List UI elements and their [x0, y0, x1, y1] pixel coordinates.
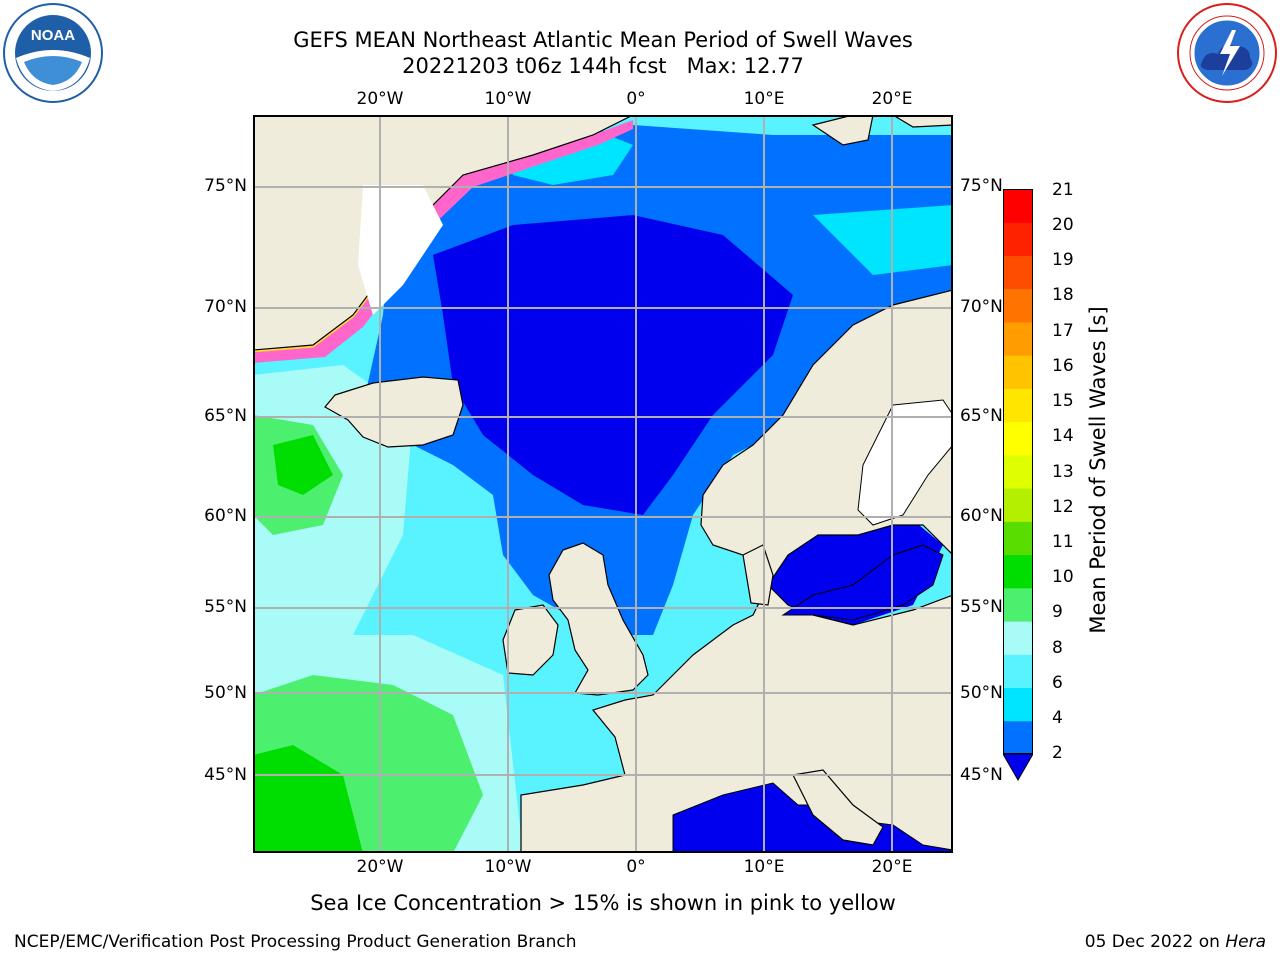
- lat-label-right-75n: 75°N: [960, 176, 1003, 196]
- colorbar-tick-20: 20: [1052, 215, 1074, 235]
- lat-label-right-55n: 55°N: [960, 597, 1003, 617]
- colorbar: [1003, 189, 1033, 782]
- noaa-logo: NOAA: [3, 3, 103, 103]
- ocean-cyan-barents: [813, 205, 953, 275]
- colorbar-segment: [1003, 454, 1033, 489]
- footer-machine: Hera: [1225, 932, 1266, 952]
- colorbar-tick-21: 21: [1052, 180, 1074, 200]
- colorbar-tick-11: 11: [1052, 532, 1074, 552]
- colorbar-tick-4: 4: [1052, 708, 1063, 728]
- footer-credit: NCEP/EMC/Verification Post Processing Pr…: [14, 932, 577, 952]
- colorbar-segment: [1003, 554, 1033, 589]
- colorbar-frame: [1003, 189, 1033, 754]
- lat-label-left-55n: 55°N: [204, 597, 247, 617]
- colorbar-segment: [1003, 521, 1033, 556]
- ocean-green-region-4: [273, 435, 333, 495]
- lon-label-top-10e: 10°E: [743, 89, 785, 109]
- colorbar-tick-19: 19: [1052, 250, 1074, 270]
- colorbar-tick-18: 18: [1052, 285, 1074, 305]
- lat-label-left-70n: 70°N: [204, 297, 247, 317]
- colorbar-tick-13: 13: [1052, 462, 1074, 482]
- lat-label-left-75n: 75°N: [204, 176, 247, 196]
- colorbar-tick-2: 2: [1052, 743, 1063, 763]
- lon-label-bottom-0: 0°: [626, 857, 646, 877]
- colorbar-segment: [1003, 621, 1033, 655]
- lon-label-bottom-10e: 10°E: [743, 857, 785, 877]
- colorbar-segment: [1003, 222, 1033, 256]
- colorbar-segment: [1003, 488, 1033, 522]
- lat-label-left-60n: 60°N: [204, 506, 247, 526]
- colorbar-tick-15: 15: [1052, 391, 1074, 411]
- colorbar-tick-14: 14: [1052, 426, 1074, 446]
- colorbar-tick-6: 6: [1052, 673, 1063, 693]
- colorbar-segment: [1003, 355, 1033, 389]
- colorbar-segment: [1003, 189, 1033, 223]
- lat-label-right-70n: 70°N: [960, 297, 1003, 317]
- gulf-of-bothnia: [857, 399, 953, 526]
- colorbar-tick-12: 12: [1052, 497, 1074, 517]
- colorbar-segment: [1003, 654, 1033, 689]
- colorbar-segment: [1003, 321, 1033, 356]
- colorbar-segment: [1003, 421, 1033, 456]
- sea-ice-edge: [253, 120, 633, 363]
- lon-label-top-20w: 20°W: [356, 89, 404, 109]
- lon-label-bottom-20w: 20°W: [356, 857, 404, 877]
- sea-ice-note: Sea Ice Concentration > 15% is shown in …: [310, 891, 896, 915]
- colorbar-segment: [1003, 388, 1033, 423]
- colorbar-segment: [1003, 720, 1033, 755]
- colorbar-tick-10: 10: [1052, 567, 1074, 587]
- colorbar-tick-8: 8: [1052, 638, 1063, 658]
- colorbar-segment: [1003, 687, 1033, 722]
- nws-logo: [1177, 3, 1277, 103]
- swell-period-map: [253, 115, 953, 853]
- colorbar-segment: [1003, 255, 1033, 290]
- ocean-green-region-3: [253, 745, 363, 853]
- colorbar-label: Mean Period of Swell Waves [s]: [1086, 306, 1110, 634]
- ocean-darkblue-region: [433, 215, 793, 515]
- colorbar-segment: [1003, 587, 1033, 622]
- lon-label-bottom-10w: 10°W: [484, 857, 532, 877]
- noaa-logo-text: NOAA: [31, 27, 75, 44]
- map-gridlines: [253, 115, 953, 853]
- title-line-1: GEFS MEAN Northeast Atlantic Mean Period…: [293, 28, 913, 52]
- lat-label-right-50n: 50°N: [960, 683, 1003, 703]
- lon-label-bottom-20e: 20°E: [871, 857, 913, 877]
- lat-label-left-45n: 45°N: [204, 765, 247, 785]
- map-title: GEFS MEAN Northeast Atlantic Mean Period…: [253, 27, 953, 79]
- colorbar-under-triangle: [1003, 753, 1033, 782]
- lat-label-right-60n: 60°N: [960, 506, 1003, 526]
- map-frame: [253, 115, 953, 853]
- lat-label-right-65n: 65°N: [960, 406, 1003, 426]
- title-line-2: 20221203 t06z 144h fcst Max: 12.77: [402, 54, 804, 78]
- lat-label-left-65n: 65°N: [204, 406, 247, 426]
- lon-label-top-10w: 10°W: [484, 89, 532, 109]
- colorbar-tick-16: 16: [1052, 356, 1074, 376]
- lon-label-top-20e: 20°E: [871, 89, 913, 109]
- colorbar-segment: [1003, 288, 1033, 323]
- footer-date: 05 Dec 2022 on Hera: [1085, 932, 1266, 952]
- footer-date-text: 05 Dec 2022 on: [1084, 932, 1226, 952]
- lat-label-right-45n: 45°N: [960, 765, 1003, 785]
- colorbar-tick-17: 17: [1052, 321, 1074, 341]
- colorbar-tick-9: 9: [1052, 602, 1063, 622]
- lat-label-left-50n: 50°N: [204, 683, 247, 703]
- lon-label-top-0: 0°: [626, 89, 646, 109]
